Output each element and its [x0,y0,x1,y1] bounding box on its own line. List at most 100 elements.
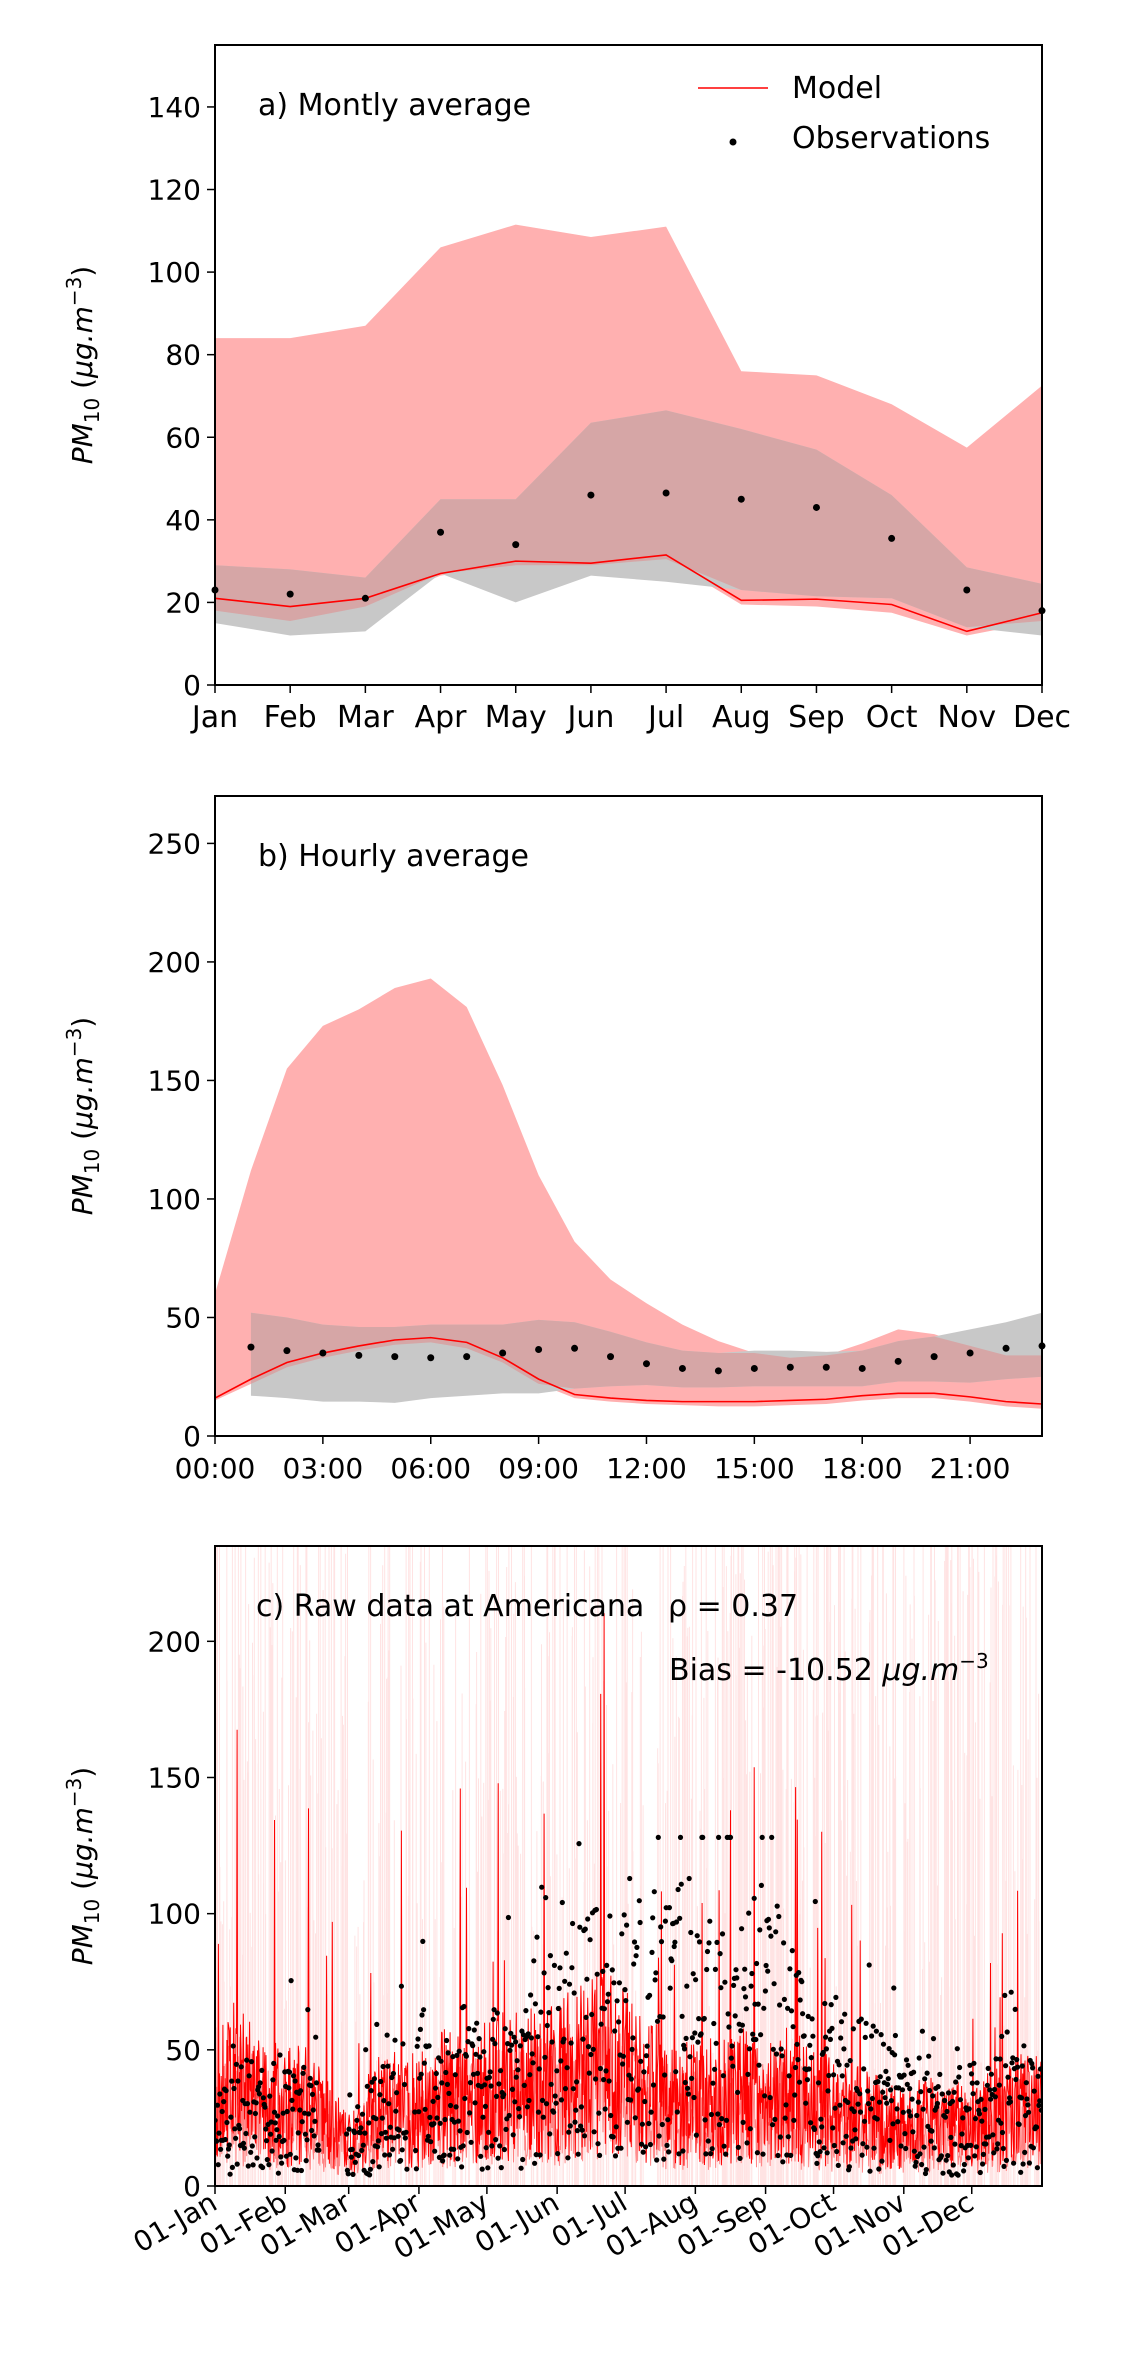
observation-point [486,2129,492,2135]
observation-point [413,2147,419,2154]
observation-point [884,2100,890,2106]
observation-point [401,2081,408,2088]
observation-point [509,2042,515,2048]
panel-b-ytick-label: 100 [148,1183,201,1216]
panel-c-ytick-label: 200 [148,1625,201,1658]
observation-point [762,1988,769,1994]
observation-point [606,2078,612,2084]
observation-point [979,2118,985,2124]
observation-point [532,2001,539,2007]
observation-point [454,2052,460,2058]
observation-point [833,1994,839,2000]
observation-point [311,2133,317,2139]
observation-point [949,2172,955,2178]
observation-point [551,1962,558,1968]
observation-point [370,2159,376,2165]
observation-point [378,2078,384,2085]
observation-point [629,2046,635,2052]
observation-point [785,2005,791,2011]
observation-point [432,2148,438,2154]
observation-point [769,1834,775,1840]
observation-point [490,2036,496,2042]
observation-point [1014,2057,1020,2063]
observation-point [624,2119,631,2125]
observation-point [552,2093,558,2099]
model-range-band [215,978,1042,1409]
observation-point [273,2137,279,2143]
observation-point [1022,2149,1028,2155]
observation-point [709,2146,715,2152]
observation-point [852,2127,858,2133]
observation-point [402,2135,408,2141]
observation-point [367,2166,373,2172]
observation-point [455,2156,461,2162]
observation-point [787,1966,793,1972]
observation-point [991,2150,997,2156]
observation-point [556,1985,562,1991]
bias-stat: Bias = -10.52 μg.m−3 [669,1649,989,1688]
observation-point [723,2151,729,2157]
observation-point [623,1998,629,2004]
observation-point [886,2046,892,2052]
observation-point [289,2097,295,2103]
observation-point [883,2068,889,2074]
observation-point [569,1965,575,1971]
observation-point [497,2068,504,2074]
observation-point [851,2108,857,2115]
observation-point [513,2039,519,2045]
observation-point [253,2100,259,2106]
observation-point [243,2130,249,2137]
observation-point [260,2095,266,2101]
observation-point [954,2046,960,2052]
observation-point [809,2016,815,2022]
observation-point [873,2028,880,2034]
observation-point [587,1937,593,1943]
observation-point [702,2117,708,2123]
observation-point [539,1884,545,1890]
panel-b-ytick-label: 150 [148,1064,201,1097]
observation-point [502,2026,508,2032]
observation-point [312,2118,318,2124]
observation-point [507,2047,513,2053]
observation-point [777,2134,784,2140]
observation-point [535,2109,542,2115]
observation-point [731,1982,737,1988]
observation-point [270,2077,276,2083]
observation-point [806,2066,812,2072]
observation-point [624,1922,630,1928]
observation-point [951,2089,957,2095]
observation-point [874,2116,880,2122]
observation-point [526,2097,532,2104]
panel-c-raw: 05010015020001-Jan01-Feb01-Mar01-Apr01-M… [62,1545,1043,2266]
observation-point [971,2060,977,2066]
observation-point [828,2002,834,2008]
observation-point [766,1925,772,1931]
observation-point [535,1345,543,1353]
observation-point [988,2071,995,2077]
observation-point [485,2165,491,2171]
observation-point [609,1967,615,1973]
observation-point [417,2026,423,2032]
observation-point [949,2098,956,2104]
observation-point [757,1927,763,1933]
observation-point [294,2167,301,2173]
observation-point [754,1960,760,1967]
observation-point [693,2132,700,2138]
observation-point [804,2077,811,2083]
observation-point [999,2129,1006,2136]
observation-point [393,2108,399,2114]
observation-point [708,2111,715,2118]
observation-point [587,491,595,499]
observation-point [290,2106,296,2112]
observation-point [516,2114,523,2120]
observation-point [685,2085,691,2091]
observation-point [219,2108,225,2115]
observation-point [823,2046,830,2052]
panel-a-xtick-label: Aug [712,700,771,735]
panel-a-xtick-label: Oct [866,700,918,735]
observation-point [960,2115,966,2121]
observation-point [667,1985,673,1991]
observation-point [505,2041,511,2047]
observation-point [980,2151,987,2157]
observation-point [843,2133,849,2139]
